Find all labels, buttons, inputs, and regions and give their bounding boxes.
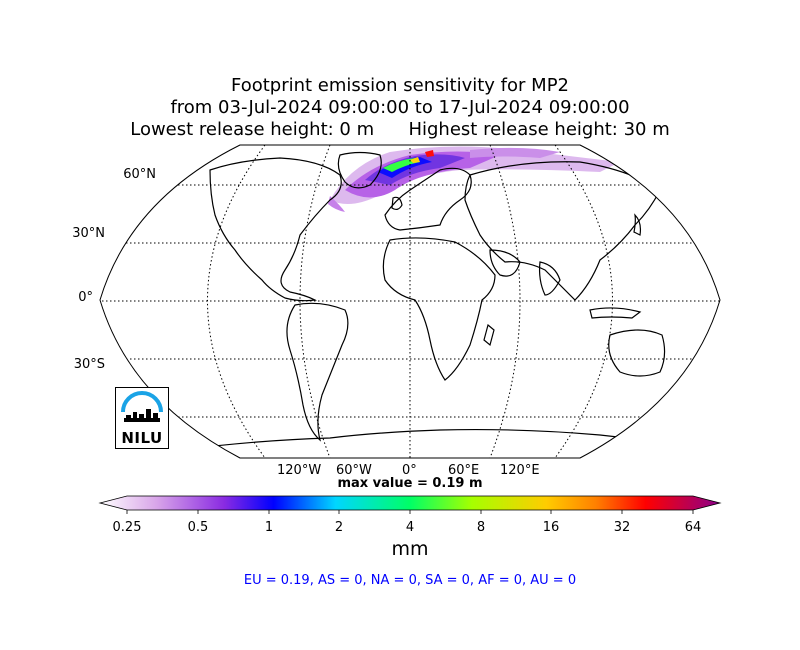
lon-label-120e: 120°E [500, 463, 540, 478]
lon-label-60w: 60°W [336, 463, 372, 478]
colorbar-tick: 4 [405, 520, 415, 535]
colorbar-tick: 0.5 [187, 520, 209, 535]
colorbar-tick: 2 [334, 520, 344, 535]
title-line-1: Footprint emission sensitivity for MP2 [230, 75, 569, 96]
map-border [99, 144, 721, 459]
colorbar-tick: 32 [613, 520, 631, 535]
title-line-2: from 03-Jul-2024 09:00:00 to 17-Jul-2024… [170, 97, 630, 118]
lon-label-0: 0° [402, 463, 417, 478]
title-line-3: Lowest release height: 0 m Highest relea… [130, 119, 670, 140]
colorbar [98, 495, 722, 514]
lat-label-30s: 30°S [73, 357, 105, 372]
lat-label-30n: 30°N [72, 226, 105, 241]
lon-label-60e: 60°E [448, 463, 480, 478]
colorbar-tick: 64 [684, 520, 702, 535]
lon-label-120w: 120°W [277, 463, 322, 478]
footprint-plume [328, 146, 620, 212]
lat-label-60n: 60°N [123, 167, 156, 182]
nilu-logo-icon [121, 391, 163, 422]
nilu-logo-text: NILU [121, 429, 163, 447]
colorbar-tick: 16 [542, 520, 560, 535]
colorbar-unit: mm [391, 538, 429, 560]
colorbar-tick: 8 [476, 520, 486, 535]
colorbar-tick: 1 [264, 520, 274, 535]
map-area [100, 145, 720, 458]
colorbar-tick: 0.25 [112, 520, 142, 535]
lat-label-0: 0° [78, 290, 93, 305]
nilu-logo: NILU [115, 387, 169, 449]
graticule [100, 145, 720, 458]
region-summary: EU = 0.19, AS = 0, NA = 0, SA = 0, AF = … [243, 573, 577, 588]
max-value-label: max value = 0.19 m [337, 476, 483, 491]
